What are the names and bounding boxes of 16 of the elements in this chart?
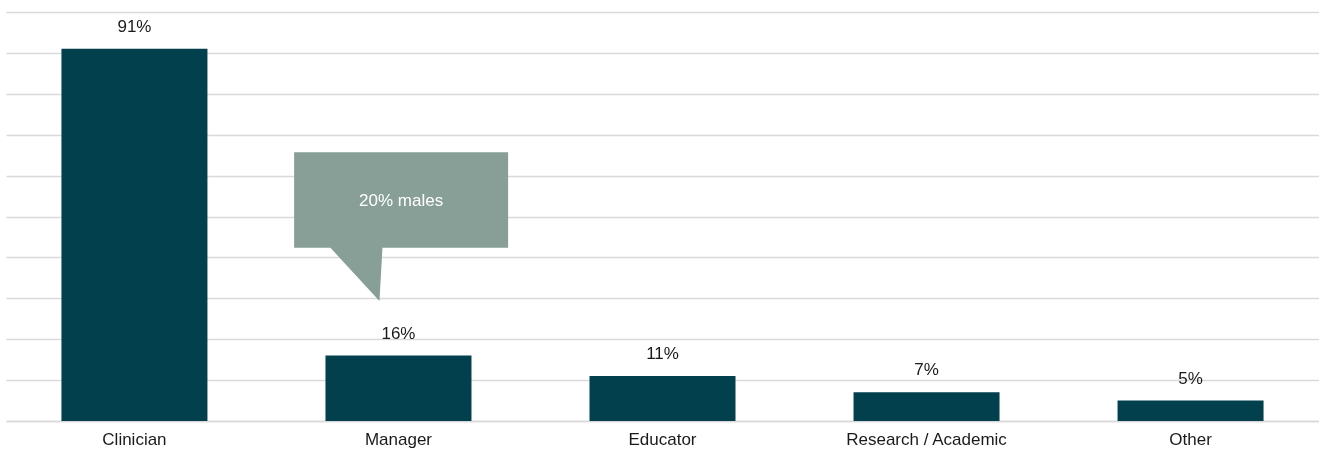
- bar: [61, 48, 208, 421]
- bar: [589, 376, 736, 421]
- x-tick-label: Clinician: [102, 429, 167, 449]
- data-label: 7%: [914, 360, 939, 380]
- x-tick-label: Manager: [364, 429, 433, 449]
- x-tick-label: Educator: [628, 429, 697, 449]
- data-label: 16%: [381, 323, 416, 343]
- data-label: 11%: [646, 344, 679, 364]
- data-label: 5%: [1178, 368, 1203, 388]
- bar: [325, 355, 472, 421]
- data-label: 91%: [117, 16, 152, 36]
- bar: [1117, 400, 1264, 421]
- bar: [853, 392, 1000, 421]
- x-tick-label: Research / Academic: [846, 429, 1008, 449]
- x-tick-label: Other: [1169, 429, 1213, 449]
- annotation: 20% males: [359, 191, 444, 210]
